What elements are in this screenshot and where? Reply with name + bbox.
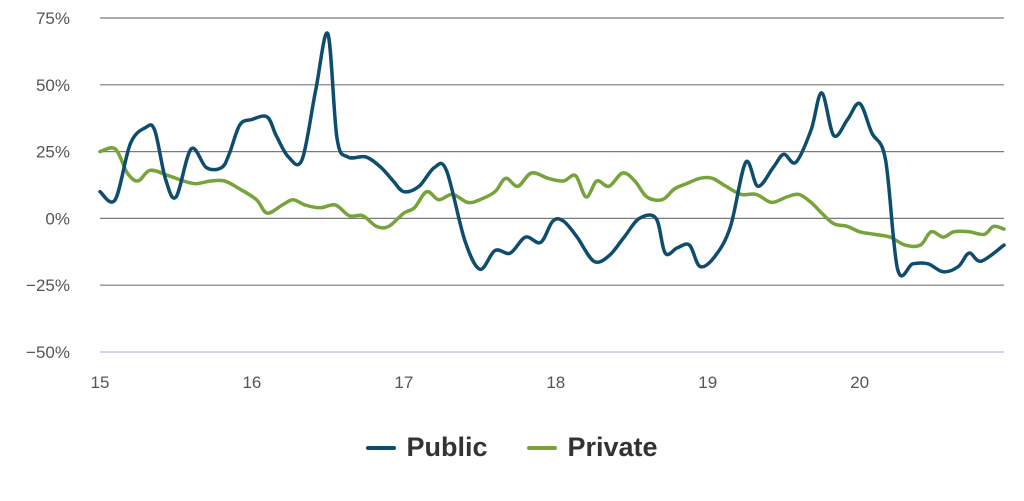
legend-swatch-public	[366, 445, 397, 450]
y-tick-label: 25%	[36, 143, 70, 162]
x-tick-label: 19	[698, 373, 717, 392]
legend-item-public: Public	[366, 432, 487, 463]
y-tick-label: 0%	[45, 209, 70, 228]
y-tick-label: 75%	[36, 9, 70, 28]
line-chart: 75% 50% 25% 0% −25% −50% 15 16 17 18 19 20	[26, 9, 1006, 392]
legend-swatch-private	[527, 445, 558, 450]
legend-label-public: Public	[406, 432, 488, 462]
x-tick-label: 16	[242, 373, 261, 392]
legend-label-private: Private	[567, 432, 658, 462]
x-tick-label: 17	[394, 373, 413, 392]
x-tick-label: 20	[850, 373, 869, 392]
legend-item-private: Private	[527, 432, 658, 463]
series-line-private	[98, 146, 1006, 249]
x-tick-label: 15	[91, 373, 110, 392]
y-tick-label: −50%	[26, 343, 70, 362]
x-tick-label: 18	[546, 373, 565, 392]
series-line-public	[98, 31, 1006, 278]
legend: Public Private	[0, 432, 1024, 463]
y-tick-label: −25%	[26, 276, 70, 295]
y-tick-label: 50%	[36, 76, 70, 95]
